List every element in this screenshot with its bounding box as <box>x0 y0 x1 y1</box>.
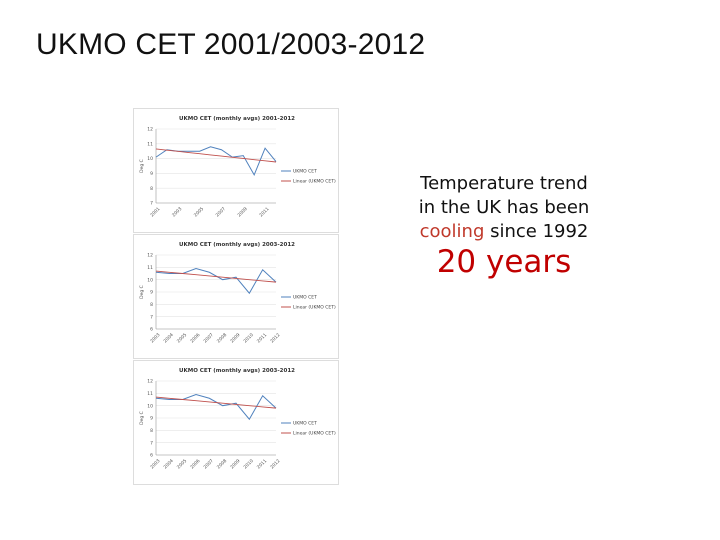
x-tick-label: 2010 <box>242 332 254 344</box>
slide-title: UKMO CET 2001/2003-2012 <box>36 28 426 61</box>
y-tick-label: 8 <box>150 428 153 434</box>
x-tick-label: 2005 <box>176 332 188 344</box>
x-tick-label: 2011 <box>256 458 268 470</box>
twenty-years-text: 20 years <box>436 244 572 280</box>
x-tick-label: 2008 <box>216 458 228 470</box>
legend-label: UKMO CET <box>293 421 317 427</box>
y-tick-label: 11 <box>147 141 153 147</box>
x-tick-label: 2001 <box>149 206 161 218</box>
x-tick-label: 2011 <box>258 206 270 218</box>
x-tick-label: 2010 <box>242 458 254 470</box>
y-tick-label: 7 <box>150 201 153 207</box>
y-tick-label: 9 <box>150 290 153 296</box>
y-tick-label: 12 <box>147 379 153 385</box>
caption-line-2: in the UK has been <box>418 197 590 218</box>
chart-title: UKMO CET (monthly avgs) 2003-2012 <box>179 368 295 374</box>
chart-1: UKMO CET (monthly avgs) 2001-2012 12 11 10 9… <box>139 116 336 218</box>
x-tick-label: 2006 <box>189 332 201 344</box>
series-line-cet <box>155 268 277 295</box>
chart-panel-3: UKMO CET (monthly avgs) 2003-2012 12 11 10 9… <box>133 360 339 485</box>
chart-panel-2: UKMO CET (monthly avgs) 2003-2012 12 11 10 9… <box>133 234 339 359</box>
caption: Temperature trend in the UK has been coo… <box>398 172 610 244</box>
legend-label: Linear (UKMO CET) <box>293 305 336 311</box>
y-tick-label: 7 <box>150 440 153 446</box>
x-tick-label: 2007 <box>202 458 214 470</box>
y-tick-label: 10 <box>147 277 153 283</box>
y-tick-label: 11 <box>147 265 153 271</box>
trend-line <box>155 148 277 163</box>
y-tick-label: 7 <box>150 314 153 320</box>
y-axis-label: Deg C <box>139 285 145 299</box>
legend-label: UKMO CET <box>293 169 317 175</box>
legend-label: Linear (UKMO CET) <box>293 179 336 185</box>
y-tick-label: 9 <box>150 171 153 177</box>
series-line-cet <box>155 394 277 421</box>
caption-line-3: cooling since 1992 <box>398 220 610 244</box>
x-tick-label: 2012 <box>269 458 281 470</box>
trend-line <box>155 396 277 409</box>
y-tick-label: 8 <box>150 186 153 192</box>
x-tick-label: 2007 <box>215 206 227 218</box>
x-tick-label: 2006 <box>189 458 201 470</box>
y-tick-label: 9 <box>150 416 153 422</box>
chart-title: UKMO CET (monthly avgs) 2001-2012 <box>179 116 295 122</box>
chart-2: UKMO CET (monthly avgs) 2003-2012 12 11 10 9… <box>139 242 336 344</box>
chart-title: UKMO CET (monthly avgs) 2003-2012 <box>179 242 295 248</box>
x-tick-label: 2005 <box>193 206 205 218</box>
y-tick-label: 11 <box>147 391 153 397</box>
y-tick-label: 12 <box>147 127 153 133</box>
x-tick-label: 2003 <box>171 206 183 218</box>
y-tick-label: 10 <box>147 403 153 409</box>
x-tick-label: 2003 <box>149 332 161 344</box>
x-tick-label: 2009 <box>229 458 241 470</box>
caption-line-1: Temperature trend <box>420 173 588 194</box>
x-tick-label: 2003 <box>149 458 161 470</box>
x-tick-label: 2004 <box>162 332 174 344</box>
x-tick-label: 2009 <box>229 332 241 344</box>
since-text: since 1992 <box>484 221 589 242</box>
cooling-word: cooling <box>419 221 485 242</box>
y-axis-label: Deg C <box>139 159 145 173</box>
x-tick-label: 2005 <box>176 458 188 470</box>
x-tick-label: 2009 <box>236 206 248 218</box>
chart-3: UKMO CET (monthly avgs) 2003-2012 12 11 10 9… <box>139 368 336 470</box>
x-tick-label: 2004 <box>162 458 174 470</box>
x-tick-label: 2007 <box>202 332 214 344</box>
y-tick-label: 12 <box>147 253 153 259</box>
x-tick-label: 2011 <box>256 332 268 344</box>
legend-label: Linear (UKMO CET) <box>293 431 336 437</box>
trend-line <box>155 270 277 283</box>
y-tick-label: 6 <box>150 327 153 333</box>
x-tick-label: 2012 <box>269 332 281 344</box>
y-tick-label: 6 <box>150 453 153 459</box>
x-tick-label: 2008 <box>216 332 228 344</box>
y-axis-label: Deg C <box>139 411 145 425</box>
chart-stack: UKMO CET (monthly avgs) 2001-2012 12 11 10 9… <box>133 108 339 486</box>
y-tick-label: 8 <box>150 302 153 308</box>
legend-label: UKMO CET <box>293 295 317 301</box>
chart-panel-1: UKMO CET (monthly avgs) 2001-2012 12 11 10 9… <box>133 108 339 233</box>
y-tick-label: 10 <box>147 156 153 162</box>
